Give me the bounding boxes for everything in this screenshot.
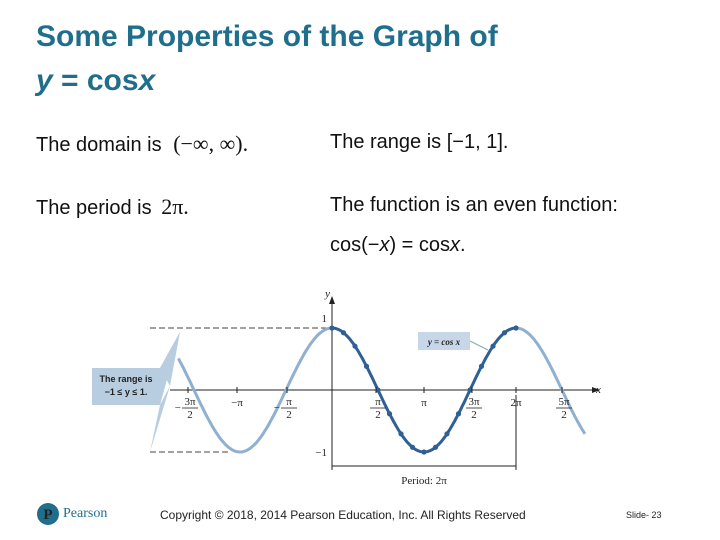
curve-point (501, 330, 508, 336)
curve-point (340, 330, 347, 336)
copyright: Copyright © 2018, 2014 Pearson Education… (160, 508, 526, 522)
math-part: . (460, 234, 466, 256)
axis-label: x (595, 384, 601, 396)
curve-point (375, 387, 381, 393)
even-math: cos(−x) = cosx. (330, 234, 466, 257)
range-callout-arrow (92, 332, 180, 405)
period-label: Period: 2π (401, 475, 447, 487)
curve-point (363, 363, 370, 369)
math-part: cos(− (330, 234, 380, 256)
x-tick-num: 3π (184, 396, 196, 408)
x-tick-den: 2 (471, 409, 477, 421)
title-var: y (36, 64, 53, 97)
even: The function is an even function: (330, 194, 618, 216)
x-tick-num: π (286, 396, 292, 408)
title-line2: y = cosx (36, 64, 155, 98)
curve-point (409, 444, 416, 450)
x-tick-num: 3π (468, 396, 480, 408)
curve-point (455, 411, 462, 417)
title-line1: Some Properties of the Graph of (36, 20, 498, 53)
range-callout-arrow-top (160, 332, 180, 386)
curve-label-box (418, 332, 470, 350)
range-callout-text: The range is (99, 374, 152, 384)
curve-label: y = cos x (427, 337, 461, 347)
domain-math: (−∞, ∞). (173, 131, 249, 156)
domain-text: The domain is (36, 134, 162, 156)
title-var: x (138, 64, 156, 97)
curve-point (386, 411, 393, 417)
period: The period is 2π. (36, 194, 189, 220)
curve-point (444, 431, 450, 437)
y-arrow (329, 296, 335, 304)
curve-point (513, 325, 519, 331)
curve-light (177, 326, 333, 454)
x-tick-label: −π (231, 397, 243, 409)
period-math: 2π. (161, 194, 189, 219)
math-var: x (450, 234, 461, 256)
x-tick-den: 2 (561, 409, 567, 421)
y-label: −1 (315, 447, 327, 459)
title-eq: = cos (52, 64, 139, 97)
curve-point (467, 387, 473, 393)
curve-point (352, 343, 358, 349)
curve-label-pointer (469, 340, 489, 351)
domain: The domain is (−∞, ∞). (36, 131, 248, 157)
range: The range is [−1, 1]. (330, 131, 509, 153)
range-callout-arrow-bottom (150, 386, 170, 452)
curve-light (516, 326, 587, 435)
math-part: ) = cos (389, 234, 451, 256)
range-callout-text: −1 ≤ y ≤ 1. (105, 387, 148, 397)
curve-point (490, 343, 496, 349)
x-tick-den: 2 (375, 409, 381, 421)
x-tick-label: π (421, 397, 427, 409)
curves (177, 325, 587, 455)
y-label: 1 (322, 313, 328, 325)
period-text: The period is (36, 197, 152, 219)
curve-point (421, 449, 427, 455)
math-var: x (379, 234, 390, 256)
x-tick-sign: − (175, 402, 181, 414)
curve-point (432, 444, 439, 450)
x-tick-num: π (375, 396, 381, 408)
curve-point (478, 363, 485, 369)
x-tick-den: 2 (286, 409, 292, 421)
curve-point (398, 431, 404, 437)
brand: Pearson (63, 506, 108, 521)
x-tick-num: 5π (558, 396, 570, 408)
x-tick-sign: − (274, 402, 280, 414)
x-tick-label: 2π (510, 397, 522, 409)
axis-label: y (324, 288, 330, 300)
slide-number: Slide- 23 (626, 510, 662, 520)
curve-point (329, 325, 335, 331)
x-tick-den: 2 (187, 409, 193, 421)
brand-logo: P (37, 503, 59, 525)
svg-text:P: P (43, 507, 52, 523)
x-arrow (592, 387, 600, 393)
